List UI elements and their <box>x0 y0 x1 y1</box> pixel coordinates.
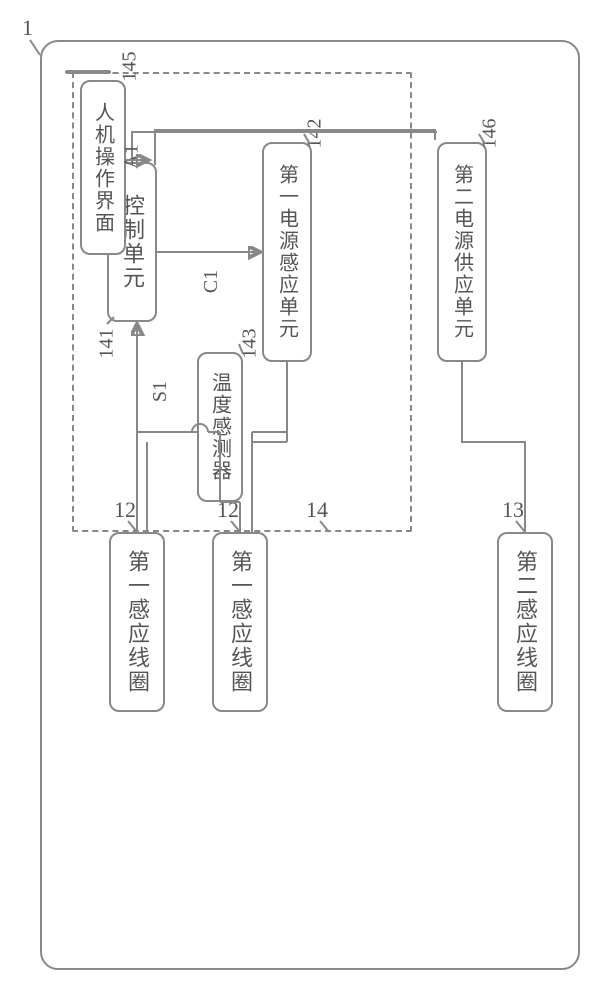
ref-hmi: 145 <box>119 52 142 82</box>
block-psu1: 第一电源感应单元 <box>262 142 312 362</box>
ref-temp: 143 <box>239 329 262 359</box>
signal-s1: S1 <box>149 381 172 402</box>
signal-c1: C1 <box>200 270 223 293</box>
ref-ctrl: 141 <box>96 329 119 359</box>
ref-dashed: 14 <box>306 497 328 523</box>
block-coil1a: 第一感应线圈 <box>109 532 165 712</box>
block-temp: 温度感测器 <box>197 352 243 502</box>
label-coil2: 第二感应线圈 <box>509 550 541 694</box>
label-coil1b: 第一感应线圈 <box>224 550 256 694</box>
block-psu2: 第二电源供应单元 <box>437 142 487 362</box>
ref-psu1: 142 <box>304 119 327 149</box>
signal-a1: A1 <box>121 144 144 168</box>
label-coil1a: 第一感应线圈 <box>121 550 153 694</box>
block-coil1b: 第一感应线圈 <box>212 532 268 712</box>
ref-system: 1 <box>22 15 33 41</box>
block-hmi: 人机操作界面 <box>80 80 126 255</box>
label-hmi: 人机操作界面 <box>89 102 118 234</box>
ref-coil2: 13 <box>502 497 524 523</box>
label-psu2: 第二电源供应单元 <box>448 164 477 340</box>
block-coil2: 第二感应线圈 <box>497 532 553 712</box>
ref-psu2: 146 <box>479 119 502 149</box>
label-psu1: 第一电源感应单元 <box>273 164 302 340</box>
label-temp: 温度感测器 <box>206 372 235 482</box>
